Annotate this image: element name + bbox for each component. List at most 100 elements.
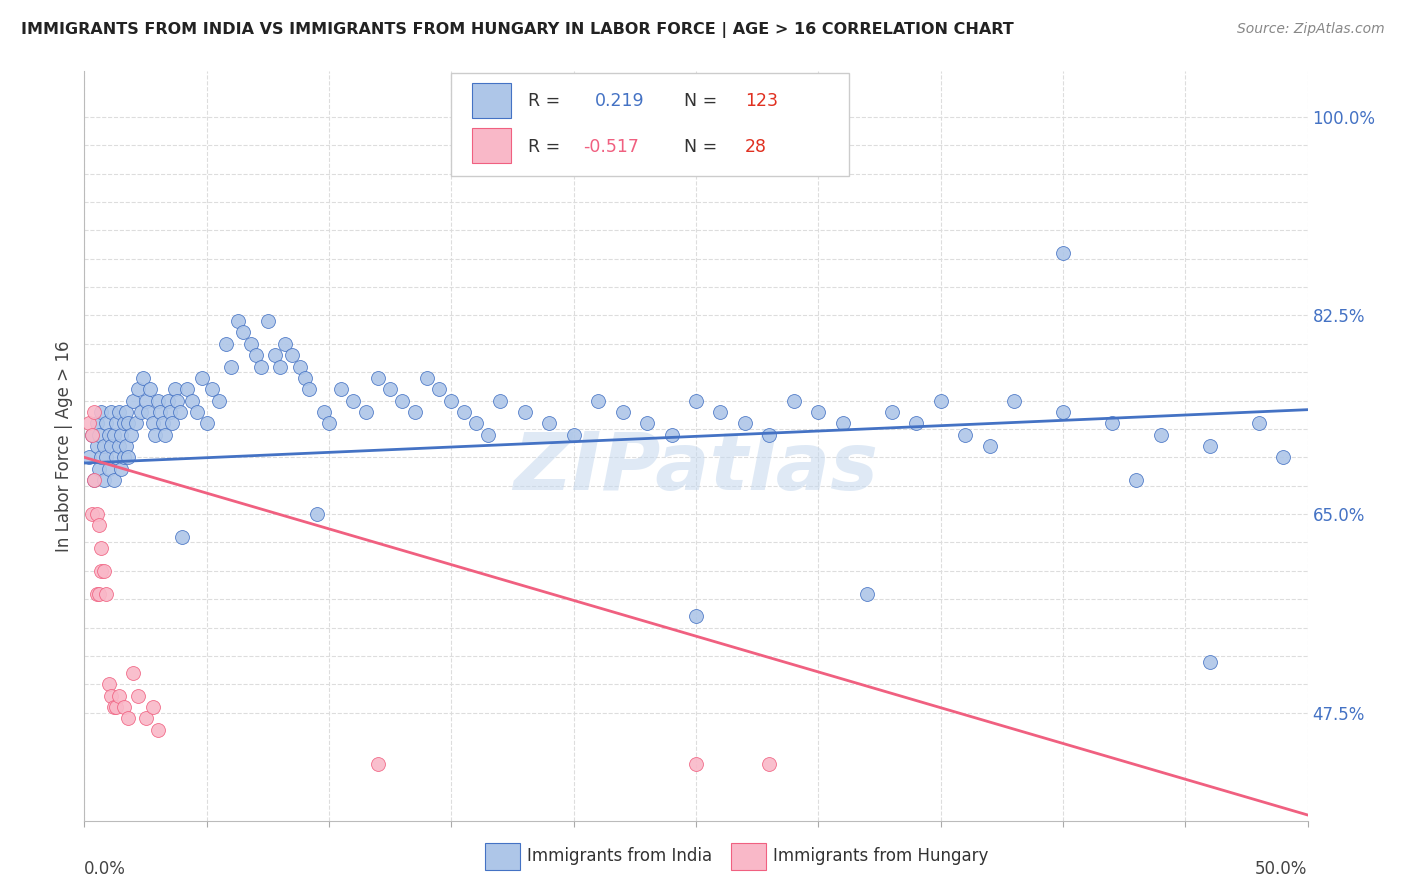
Point — [163, 382, 186, 396]
Point — [87, 427, 110, 442]
Point — [107, 689, 129, 703]
Point — [136, 405, 159, 419]
Text: IMMIGRANTS FROM INDIA VS IMMIGRANTS FROM HUNGARY IN LABOR FORCE | AGE > 16 CORRE: IMMIGRANTS FROM INDIA VS IMMIGRANTS FROM… — [21, 22, 1014, 38]
Point — [103, 473, 125, 487]
Point — [93, 439, 115, 453]
Point — [100, 405, 122, 419]
Point — [96, 417, 118, 431]
Point — [245, 348, 267, 362]
Point — [856, 586, 879, 600]
Point — [661, 427, 683, 442]
Point — [112, 450, 135, 465]
Point — [489, 393, 512, 408]
Point — [80, 507, 103, 521]
Point — [100, 439, 122, 453]
Point — [100, 689, 122, 703]
Point — [709, 405, 731, 419]
Text: N =: N = — [683, 137, 717, 155]
Point — [86, 586, 108, 600]
Point — [86, 417, 108, 431]
Point — [264, 348, 287, 362]
Point — [142, 417, 165, 431]
Point — [354, 405, 377, 419]
Point — [1125, 473, 1147, 487]
Point — [195, 417, 218, 431]
Point — [90, 564, 112, 578]
Point — [159, 405, 181, 419]
Text: 123: 123 — [745, 92, 778, 110]
Point — [464, 417, 486, 431]
Point — [103, 700, 125, 714]
Point — [139, 382, 162, 396]
Point — [215, 336, 238, 351]
Point — [105, 700, 128, 714]
Point — [93, 473, 115, 487]
Point — [318, 417, 340, 431]
Point — [298, 382, 321, 396]
Point — [314, 405, 336, 419]
Y-axis label: In Labor Force | Age > 16: In Labor Force | Age > 16 — [55, 340, 73, 552]
Point — [1150, 427, 1173, 442]
Point — [110, 427, 132, 442]
Point — [367, 371, 389, 385]
Point — [117, 711, 139, 725]
Point — [112, 700, 135, 714]
Point — [274, 336, 297, 351]
Point — [96, 450, 118, 465]
Point — [257, 314, 280, 328]
Point — [77, 417, 100, 431]
Point — [612, 405, 634, 419]
Point — [162, 417, 184, 431]
Point — [97, 677, 120, 691]
Point — [181, 393, 204, 408]
Point — [142, 700, 165, 714]
Point — [734, 417, 756, 431]
Point — [86, 439, 108, 453]
Point — [87, 586, 110, 600]
Text: R =: R = — [529, 137, 561, 155]
Point — [83, 405, 105, 419]
Point — [122, 393, 145, 408]
Point — [953, 427, 976, 442]
Point — [636, 417, 658, 431]
Point — [90, 541, 112, 556]
Point — [129, 405, 152, 419]
Text: ZIPatlas: ZIPatlas — [513, 429, 879, 508]
Point — [83, 473, 105, 487]
Point — [758, 427, 780, 442]
Point — [156, 393, 179, 408]
Point — [586, 393, 609, 408]
Point — [685, 756, 707, 771]
Point — [110, 461, 132, 475]
Point — [404, 405, 426, 419]
Point — [115, 439, 138, 453]
Point — [77, 450, 100, 465]
Point — [169, 405, 191, 419]
Point — [391, 393, 413, 408]
Point — [90, 405, 112, 419]
Point — [86, 507, 108, 521]
Point — [477, 427, 499, 442]
Point — [562, 427, 585, 442]
Point — [87, 518, 110, 533]
Point — [905, 417, 928, 431]
Point — [105, 417, 128, 431]
Point — [342, 393, 364, 408]
Point — [1198, 439, 1220, 453]
Point — [146, 393, 169, 408]
Text: 0.219: 0.219 — [595, 92, 644, 110]
Point — [97, 461, 120, 475]
Point — [117, 417, 139, 431]
Point — [880, 405, 903, 419]
Text: N =: N = — [683, 92, 717, 110]
Text: R =: R = — [529, 92, 561, 110]
Point — [208, 393, 231, 408]
Point — [153, 427, 176, 442]
Point — [90, 450, 112, 465]
Point — [127, 382, 149, 396]
Text: 28: 28 — [745, 137, 766, 155]
Text: 0.0%: 0.0% — [84, 860, 127, 878]
Point — [807, 405, 830, 419]
Point — [831, 417, 853, 431]
Point — [380, 382, 402, 396]
